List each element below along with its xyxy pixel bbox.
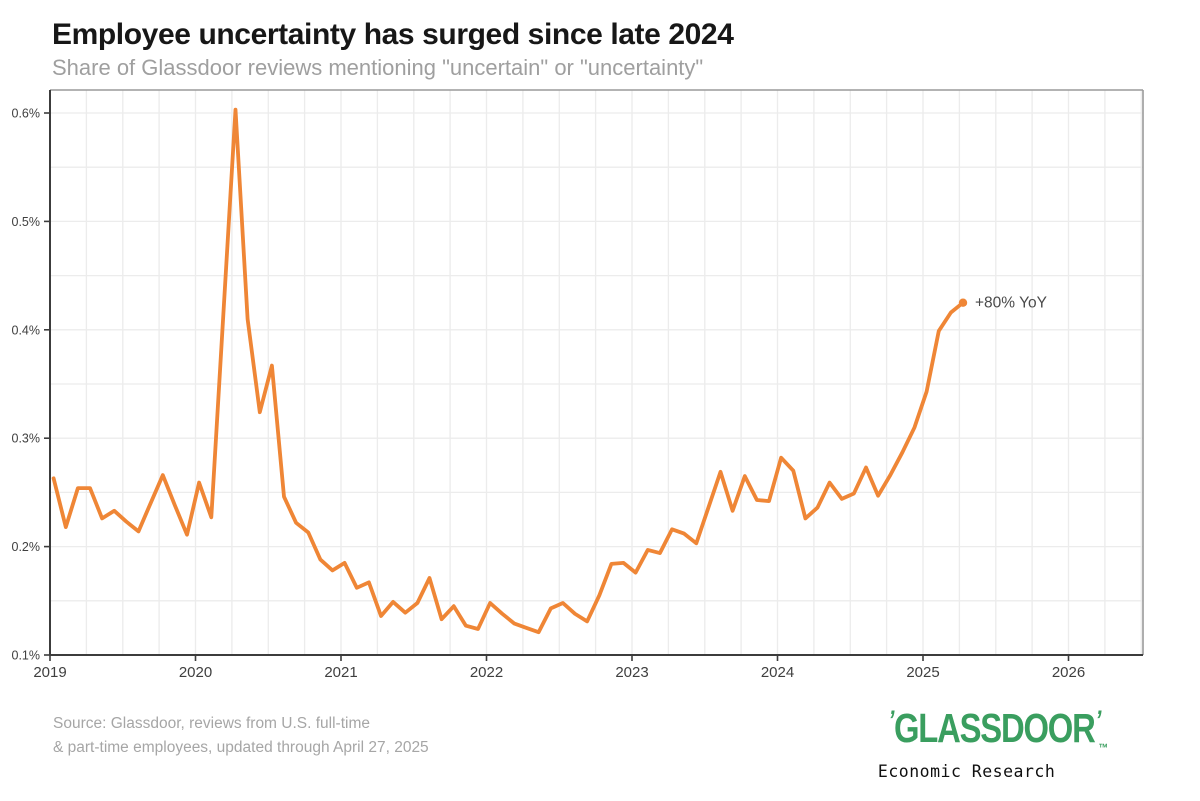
- annotation-label: +80% YoY: [975, 295, 1047, 312]
- y-tick-label: 0.4%: [12, 323, 41, 337]
- y-tick-label: 0.1%: [12, 649, 41, 663]
- x-tick-label: 2026: [1052, 664, 1085, 681]
- x-tick-label: 2025: [906, 664, 939, 681]
- y-tick-label: 0.2%: [12, 540, 41, 554]
- chart-title: Employee uncertainty has surged since la…: [52, 18, 734, 51]
- chart-subtitle: Share of Glassdoor reviews mentioning "u…: [52, 55, 704, 80]
- logo-close-quote-icon: ’: [1095, 705, 1102, 735]
- end-point-dot: [958, 298, 968, 307]
- logo-open-quote-icon: ’: [888, 705, 895, 735]
- x-tick-label: 2023: [615, 664, 648, 681]
- glassdoor-wordmark: ’GLASSDOOR’ ™: [888, 705, 1110, 758]
- source-note: Source: Glassdoor, reviews from U.S. ful…: [53, 712, 429, 760]
- glassdoor-logo: ’GLASSDOOR’ ™ Economic Research: [833, 705, 1110, 781]
- x-tick-label: 2021: [324, 664, 357, 681]
- x-tick-label: 2024: [761, 664, 794, 681]
- x-tick-label: 2022: [470, 664, 503, 681]
- logo-trademark: ™: [1098, 741, 1109, 755]
- y-tick-label: 0.6%: [12, 107, 41, 121]
- source-line-1: Source: Glassdoor, reviews from U.S. ful…: [53, 715, 370, 732]
- x-tick-label: 2019: [33, 664, 66, 681]
- y-tick-label: 0.3%: [12, 432, 41, 446]
- logo-wordmark-text: GLASSDOOR: [894, 705, 1096, 751]
- logo-tagline: Economic Research: [877, 762, 1056, 781]
- x-tick-label: 2020: [179, 664, 212, 681]
- series-line: [51, 107, 965, 635]
- y-tick-label: 0.5%: [12, 215, 41, 229]
- source-line-2: & part-time employees, updated through A…: [53, 739, 429, 756]
